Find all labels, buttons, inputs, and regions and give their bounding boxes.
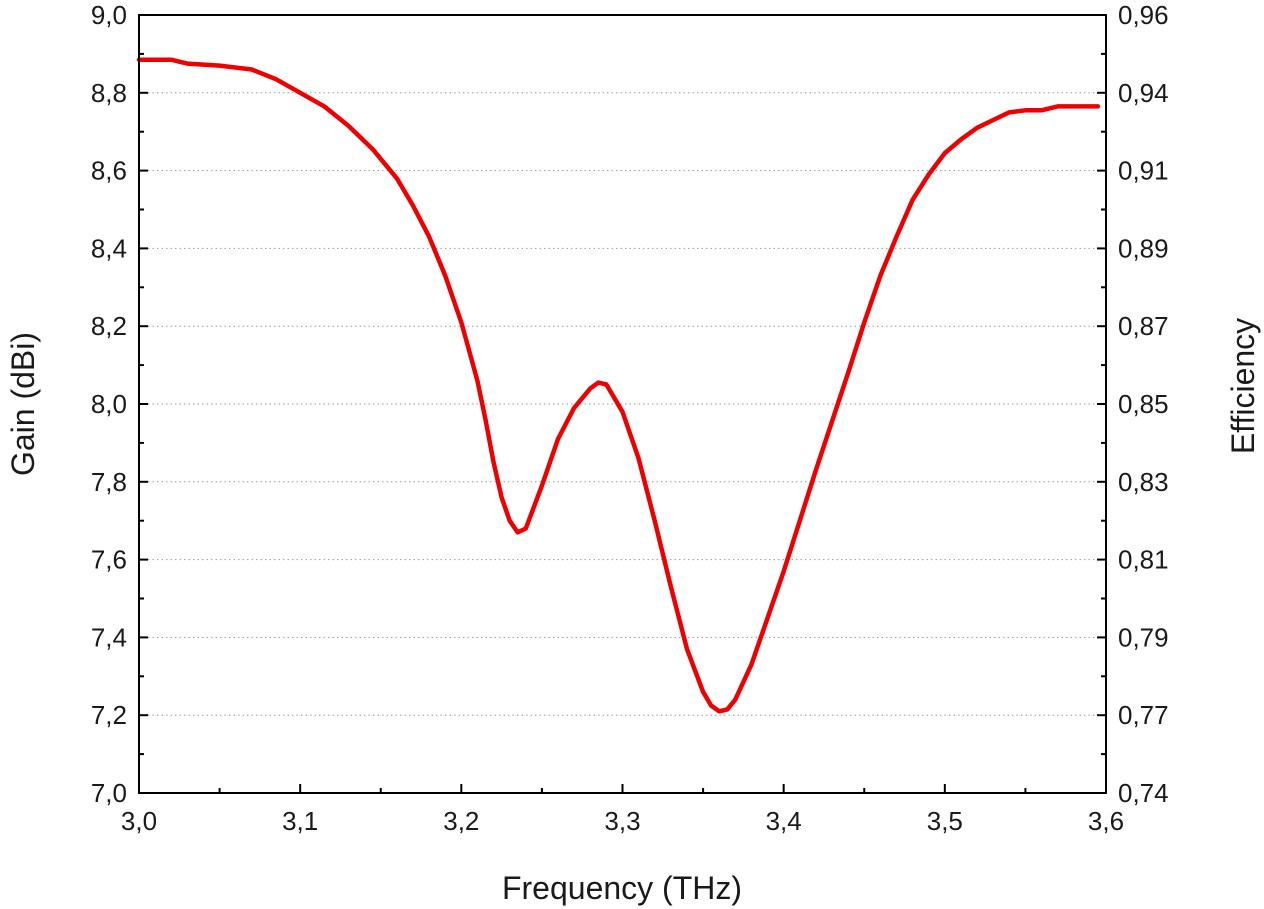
y2-tick-label: 0,83	[1118, 467, 1169, 497]
y2-axis-title: Efficiency	[1225, 318, 1261, 454]
y2-tick-label: 0,77	[1118, 700, 1169, 730]
x-tick-label: 3,2	[443, 806, 479, 836]
y2-tick-label: 0,74	[1118, 778, 1169, 808]
y-tick-label: 7,4	[91, 622, 127, 652]
y2-tick-label: 0,94	[1118, 78, 1169, 108]
y-tick-label: 8,4	[91, 233, 127, 263]
y-tick-label: 7,2	[91, 700, 127, 730]
y2-tick-label: 0,79	[1118, 622, 1169, 652]
y-tick-label: 8,8	[91, 78, 127, 108]
x-tick-labels: 3,0 3,1 3,2 3,3 3,4 3,5 3,6	[121, 806, 1124, 836]
y2-tick-label: 0,87	[1118, 311, 1169, 341]
y2-tick-label: 0,81	[1118, 545, 1169, 575]
x-tick-label: 3,5	[927, 806, 963, 836]
x-tick-label: 3,4	[766, 806, 802, 836]
x-tick-label: 3,3	[604, 806, 640, 836]
gridlines	[139, 92, 1106, 716]
y2-tick-label: 0,91	[1118, 156, 1169, 186]
y2-tick-label: 0,85	[1118, 389, 1169, 419]
y-tick-label: 9,0	[91, 0, 127, 30]
axis-ticks	[138, 14, 1107, 794]
x-tick-label: 3,0	[121, 806, 157, 836]
y2-tick-label: 0,89	[1118, 233, 1169, 263]
y-tick-label: 8,6	[91, 156, 127, 186]
series-line	[136, 57, 1101, 714]
plot-series	[136, 57, 1101, 714]
x-axis-title: Frequency (THz)	[502, 870, 742, 906]
x-tick-label: 3,1	[282, 806, 318, 836]
y2-tick-label: 0,96	[1118, 0, 1169, 30]
y-tick-labels: 7,0 7,2 7,4 7,6 7,8 8,0 8,2 8,4 8,6 8,8 9,0	[91, 0, 127, 808]
y-tick-label: 7,8	[91, 467, 127, 497]
x-tick-label: 3,6	[1088, 806, 1124, 836]
y2-tick-labels: 0,74 0,77 0,79 0,81 0,83 0,85 0,87 0,89 0,91 0,94…	[1118, 0, 1169, 808]
y-axis-title: Gain (dBi)	[5, 332, 41, 476]
y-tick-label: 8,0	[91, 389, 127, 419]
y-tick-label: 7,0	[91, 778, 127, 808]
y-tick-label: 7,6	[91, 545, 127, 575]
y-tick-label: 8,2	[91, 311, 127, 341]
